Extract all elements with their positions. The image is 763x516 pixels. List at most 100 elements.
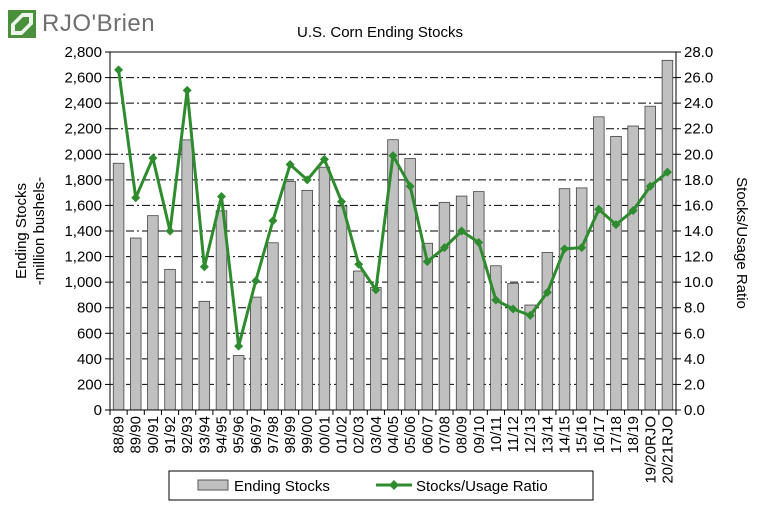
legend: Ending Stocks Stocks/Usage Ratio	[168, 470, 594, 501]
ratio-point-88-89	[114, 65, 124, 75]
x-tick-label: 11/12	[505, 416, 522, 452]
left-axis-label-line1: Ending Stocks	[13, 183, 30, 279]
x-tick-label: 04/05	[385, 416, 402, 454]
ratio-point-01-02	[337, 197, 347, 207]
ratio-point-93-94	[199, 262, 209, 272]
right-axis-ticks: 0.0 2.0 4.0 6.0 8.0 10.0 12.0 14.0 16.0 18.0 20.0 2…	[676, 44, 713, 419]
chart-title: U.S. Corn Ending Stocks	[297, 24, 463, 41]
ratio-point-98-99	[285, 160, 295, 170]
bar-06-07	[421, 242, 434, 411]
bar-91-92	[164, 268, 176, 411]
left-tick-label: 2,600	[64, 70, 102, 87]
x-tick-label: 03/04	[368, 416, 385, 454]
ratio-point-17-18	[611, 220, 621, 230]
right-tick-label: 18.0	[684, 172, 713, 189]
ratio-point-05-06	[405, 181, 415, 191]
right-tick-label: 12.0	[684, 249, 713, 266]
x-tick-label: 98/99	[282, 416, 299, 454]
right-tick-label: 10.0	[684, 274, 713, 291]
ratio-point-16-17	[594, 204, 604, 214]
ratio-point-15-16	[577, 243, 587, 253]
left-tick-label: 200	[77, 376, 102, 393]
right-tick-label: 2.0	[684, 376, 705, 393]
ratio-point-92-93	[182, 85, 192, 95]
right-tick-label: 20.0	[684, 146, 713, 163]
x-tick-label: 13/14	[539, 416, 556, 454]
x-tick-label: 90/91	[145, 416, 162, 454]
bar-95-96	[232, 355, 245, 411]
left-axis-ticks: 0 200 400 600 800 1,000 1,200 1,400 1,600 1,800 2,…	[64, 44, 110, 419]
x-tick-label: 00/01	[316, 416, 333, 454]
x-tick-label: 20/21RJO	[659, 416, 676, 484]
right-axis-label: Stocks/Usage Ratio	[733, 177, 750, 309]
ratio-point-90-91	[148, 153, 158, 163]
x-tick-label: 95/96	[231, 416, 248, 454]
bar-07-08	[438, 201, 451, 411]
right-tick-label: 8.0	[684, 300, 705, 317]
bar-09-10	[473, 191, 485, 411]
x-tick-label: 10/11	[488, 416, 505, 452]
bar-90-91	[147, 215, 159, 411]
bar-series-ending-stocks	[112, 59, 674, 411]
left-axis-label-line2: -million bushels-	[31, 177, 48, 285]
x-tick-label: 01/02	[334, 416, 351, 454]
ratio-point-94-95	[216, 191, 226, 201]
x-tick-label: 92/93	[179, 416, 196, 454]
x-tick-label: 07/08	[436, 416, 453, 454]
ratio-point-09-10	[474, 238, 484, 248]
ratio-point-00-01	[319, 154, 329, 164]
left-tick-label: 1,000	[64, 274, 102, 291]
line-series-stocks-usage-ratio	[114, 65, 672, 351]
ratio-point-97-98	[268, 216, 278, 226]
right-tick-label: 24.0	[684, 95, 713, 112]
bar-92-93	[181, 139, 193, 411]
bar-17-18	[610, 135, 622, 411]
x-tick-label: 15/16	[574, 416, 591, 454]
x-tick-label: 09/10	[471, 416, 488, 454]
x-tick-label: 16/17	[591, 416, 608, 454]
bar-01-02	[335, 205, 348, 411]
legend-label-stocks-usage-ratio: Stocks/Usage Ratio	[416, 478, 548, 495]
left-tick-label: 600	[77, 325, 102, 342]
bar-13-14	[541, 252, 554, 411]
bar-03-04	[370, 287, 382, 411]
company-logo: RJO'Brien	[8, 10, 158, 38]
bar-16-17	[593, 116, 605, 411]
ratio-point-04-05	[388, 151, 398, 161]
left-tick-label: 1,200	[64, 249, 102, 266]
bar-11-12	[507, 283, 519, 411]
legend-swatch-ending-stocks	[197, 479, 229, 491]
x-tick-label: 02/03	[351, 416, 368, 454]
bar-02-03	[352, 270, 365, 411]
ratio-point-11-12	[508, 304, 518, 314]
ratio-point-10-11	[491, 295, 501, 305]
x-tick-label: 93/94	[196, 416, 213, 454]
bar-96-97	[250, 296, 262, 411]
ratio-point-08-09	[457, 226, 467, 236]
bar-93-94	[198, 300, 211, 411]
left-tick-label: 1,600	[64, 197, 102, 214]
ratio-point-89-90	[131, 193, 141, 203]
right-tick-label: 4.0	[684, 351, 705, 368]
x-tick-label: 91/92	[162, 416, 179, 454]
x-tick-label: 05/06	[402, 416, 419, 454]
ratio-point-99-00	[302, 175, 312, 185]
bar-19-20RJO	[644, 105, 656, 411]
left-tick-label: 2,200	[64, 121, 102, 138]
left-tick-label: 400	[77, 351, 102, 368]
x-axis-ticks: 88/89 89/90 90/91 91/92 92/93 93/94 94/95 95/96…	[109, 410, 677, 484]
ratio-point-95-96	[234, 341, 244, 351]
ratio-point-91-92	[165, 226, 175, 236]
ratio-point-02-03	[354, 259, 364, 269]
x-tick-label: 14/15	[557, 416, 574, 454]
left-tick-label: 1,400	[64, 223, 102, 240]
left-tick-label: 800	[77, 300, 102, 317]
left-tick-label: 2,800	[64, 44, 102, 61]
ratio-point-14-15	[560, 244, 570, 254]
left-tick-label: 2,400	[64, 95, 102, 112]
logo-text: RJO'Brien	[42, 10, 156, 37]
bar-97-98	[267, 242, 279, 411]
left-tick-label: 0	[94, 402, 102, 419]
logo-mark-icon	[8, 10, 36, 38]
